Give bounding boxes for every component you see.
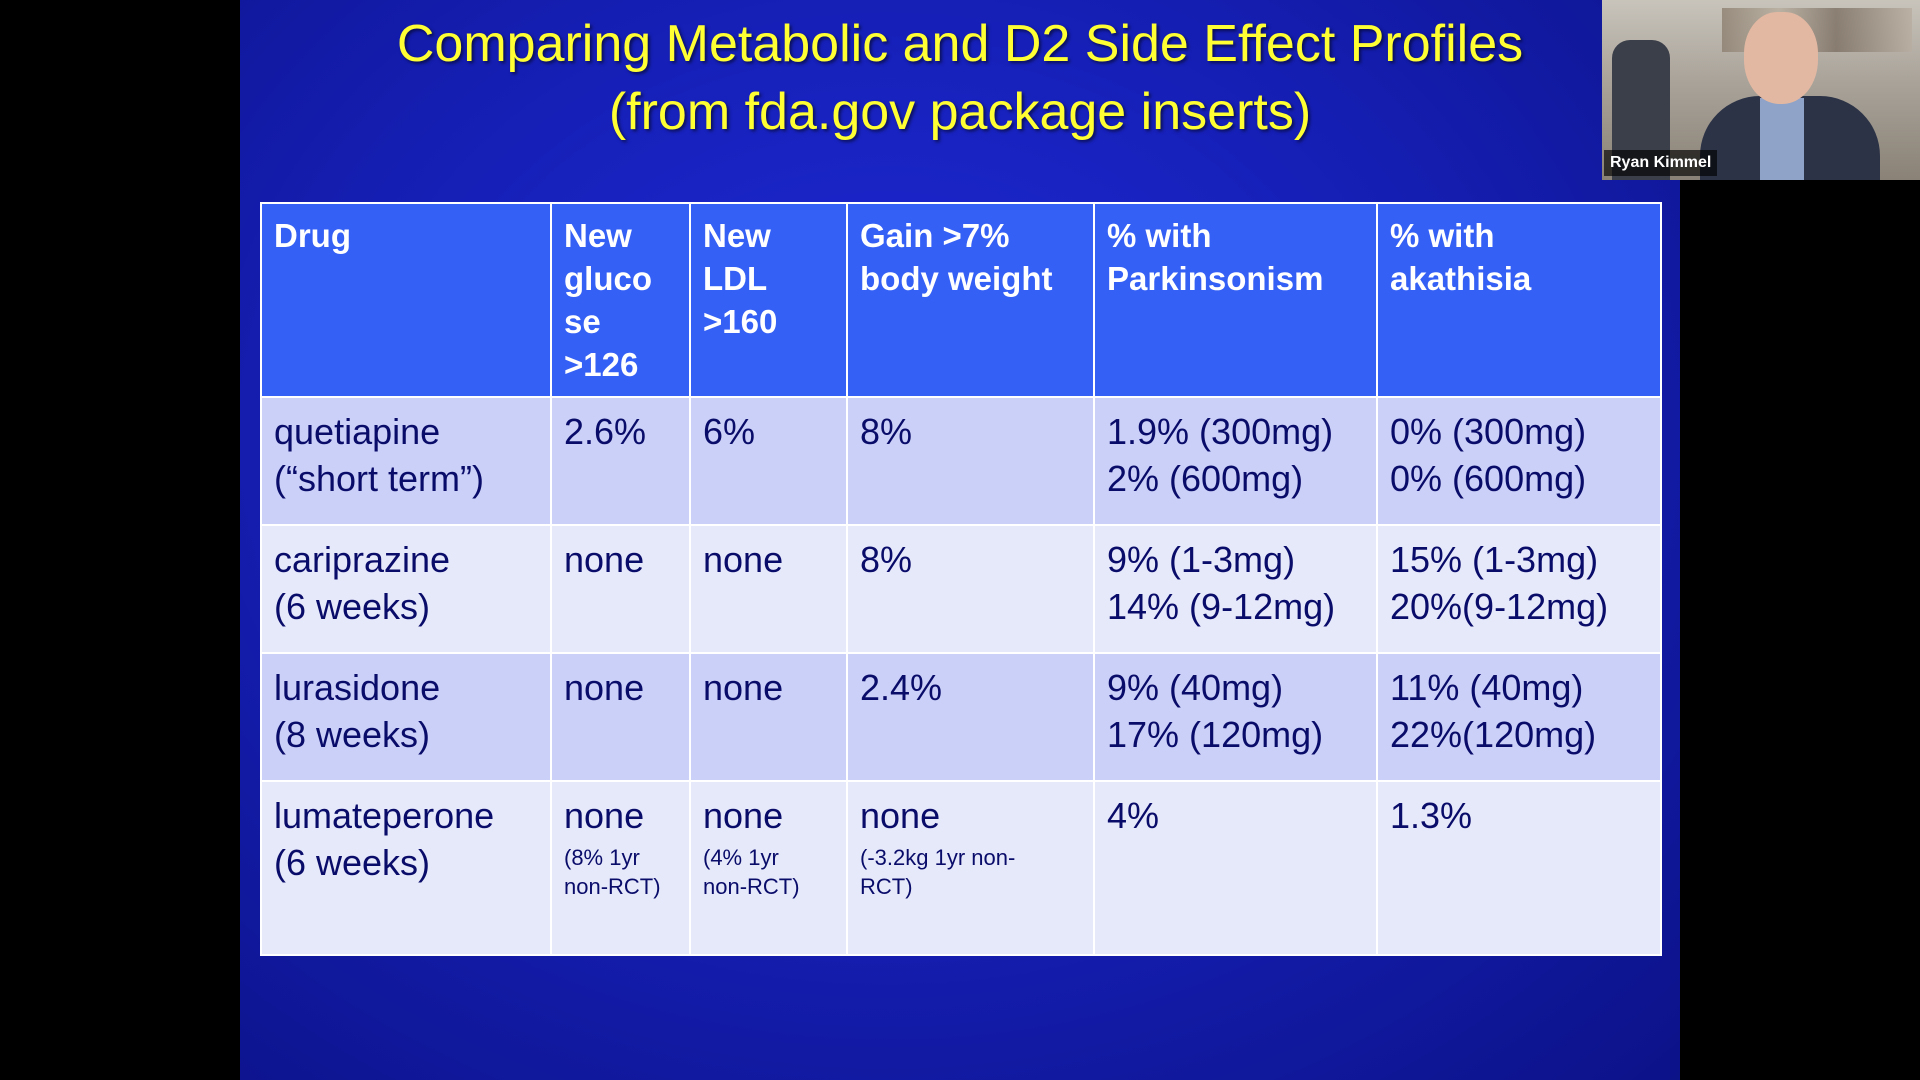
cell-line: 0% (300mg) <box>1390 411 1587 452</box>
header-new-glucose: New gluco se >126 <box>550 202 691 398</box>
cell-note-line: (4% 1yr <box>703 845 779 870</box>
cell-line: 2% (600mg) <box>1107 458 1304 499</box>
cell-line: 4% <box>1107 795 1160 836</box>
slide-title: Comparing Metabolic and D2 Side Effect P… <box>240 10 1680 146</box>
header-line: New <box>703 217 771 254</box>
cell-ldl: none <box>689 652 848 782</box>
participant-shirt <box>1760 98 1804 180</box>
cell-line: quetiapine <box>274 411 441 452</box>
cell-akathisia: 1.3% <box>1376 780 1662 956</box>
cell-akathisia: 0% (300mg) 0% (600mg) <box>1376 396 1662 526</box>
cell-note-line: (8% 1yr <box>564 845 640 870</box>
cell-value: none <box>564 795 645 836</box>
cell-drug: lumateperone (6 weeks) <box>260 780 552 956</box>
cell-note: (-3.2kg 1yr non- RCT) <box>860 843 1081 901</box>
cell-line: (“short term”) <box>274 458 484 499</box>
header-line: gluco <box>564 260 652 297</box>
participant-video-tile[interactable]: Ryan Kimmel <box>1602 0 1920 180</box>
cell-parkinsonism: 9% (1-3mg) 14% (9-12mg) <box>1093 524 1378 654</box>
cell-note: (8% 1yr non-RCT) <box>564 843 677 901</box>
header-parkinsonism: % with Parkinsonism <box>1093 202 1378 398</box>
header-line: % with <box>1107 217 1212 254</box>
header-akathisia: % with akathisia <box>1376 202 1662 398</box>
cell-line: 14% (9-12mg) <box>1107 586 1336 627</box>
table-row: quetiapine (“short term”) 2.6% 6% 8% 1.9… <box>260 396 1662 526</box>
presentation-slide: Comparing Metabolic and D2 Side Effect P… <box>240 0 1680 1080</box>
header-line: % with <box>1390 217 1495 254</box>
cell-note: (4% 1yr non-RCT) <box>703 843 834 901</box>
cell-note-line: (-3.2kg 1yr non- <box>860 845 1016 870</box>
participant-head <box>1744 12 1818 104</box>
cell-ldl: 6% <box>689 396 848 526</box>
cell-line: 1.3% <box>1390 795 1473 836</box>
header-new-ldl: New LDL >160 <box>689 202 848 398</box>
cell-akathisia: 15% (1-3mg) 20%(9-12mg) <box>1376 524 1662 654</box>
cell-line: 9% (1-3mg) <box>1107 539 1296 580</box>
cell-note-line: non-RCT) <box>564 874 661 899</box>
table-row: lumateperone (6 weeks) none (8% 1yr non-… <box>260 780 1662 956</box>
cell-drug: cariprazine (6 weeks) <box>260 524 552 654</box>
cell-line: lumateperone <box>274 795 495 836</box>
header-line: se <box>564 303 601 340</box>
header-line: New <box>564 217 632 254</box>
cell-line: 15% (1-3mg) <box>1390 539 1599 580</box>
cell-note-line: RCT) <box>860 874 913 899</box>
header-weight-gain: Gain >7% body weight <box>846 202 1095 398</box>
cell-parkinsonism: 9% (40mg) 17% (120mg) <box>1093 652 1378 782</box>
cell-line: (8 weeks) <box>274 714 431 755</box>
cell-drug: lurasidone (8 weeks) <box>260 652 552 782</box>
cell-line: 11% (40mg) <box>1390 667 1584 708</box>
cell-parkinsonism: 4% <box>1093 780 1378 956</box>
cell-line: (6 weeks) <box>274 586 431 627</box>
cell-glucose: none (8% 1yr non-RCT) <box>550 780 691 956</box>
cell-drug: quetiapine (“short term”) <box>260 396 552 526</box>
cell-line: 1.9% (300mg) <box>1107 411 1334 452</box>
cell-ldl: none (4% 1yr non-RCT) <box>689 780 848 956</box>
cell-weight: none (-3.2kg 1yr non- RCT) <box>846 780 1095 956</box>
cell-line: 9% (40mg) <box>1107 667 1284 708</box>
header-line: akathisia <box>1390 260 1532 297</box>
cell-line: (6 weeks) <box>274 842 431 883</box>
cell-weight: 2.4% <box>846 652 1095 782</box>
table-row: lurasidone (8 weeks) none none 2.4% 9% (… <box>260 652 1662 782</box>
cell-weight: 8% <box>846 396 1095 526</box>
cell-line: cariprazine <box>274 539 451 580</box>
slide-title-line-2: (from fda.gov package inserts) <box>608 83 1312 141</box>
side-effect-table-container: Drug New gluco se >126 New LDL >160 <box>260 202 1662 956</box>
cell-value: none <box>860 795 941 836</box>
cell-line: 0% (600mg) <box>1390 458 1587 499</box>
header-line: body weight <box>860 260 1053 297</box>
cell-glucose: none <box>550 524 691 654</box>
cell-value: none <box>703 795 784 836</box>
cell-note-line: non-RCT) <box>703 874 800 899</box>
cell-line: 20%(9-12mg) <box>1390 586 1609 627</box>
header-line: Drug <box>274 217 351 254</box>
header-line: >126 <box>564 346 639 383</box>
side-effect-table: Drug New gluco se >126 New LDL >160 <box>260 202 1662 956</box>
header-line: LDL <box>703 260 768 297</box>
header-line: >160 <box>703 303 778 340</box>
header-drug: Drug <box>260 202 552 398</box>
cell-weight: 8% <box>846 524 1095 654</box>
cell-glucose: 2.6% <box>550 396 691 526</box>
table-row: cariprazine (6 weeks) none none 8% 9% (1… <box>260 524 1662 654</box>
cell-line: 22%(120mg) <box>1390 714 1597 755</box>
header-line: Gain >7% <box>860 217 1010 254</box>
cell-ldl: none <box>689 524 848 654</box>
participant-name-label: Ryan Kimmel <box>1604 150 1718 176</box>
cell-akathisia: 11% (40mg) 22%(120mg) <box>1376 652 1662 782</box>
cell-parkinsonism: 1.9% (300mg) 2% (600mg) <box>1093 396 1378 526</box>
table-header-row: Drug New gluco se >126 New LDL >160 <box>260 202 1662 398</box>
cell-line: 17% (120mg) <box>1107 714 1324 755</box>
cell-glucose: none <box>550 652 691 782</box>
slide-title-line-1: Comparing Metabolic and D2 Side Effect P… <box>396 15 1524 73</box>
header-line: Parkinsonism <box>1107 260 1324 297</box>
cell-line: lurasidone <box>274 667 441 708</box>
